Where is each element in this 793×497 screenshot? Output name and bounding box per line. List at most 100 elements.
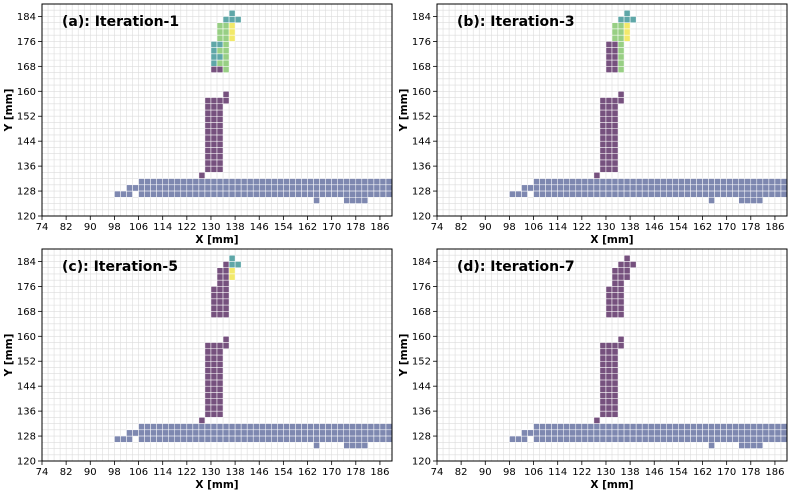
cell bbox=[216, 134, 224, 142]
cell bbox=[222, 97, 230, 105]
cell bbox=[228, 261, 236, 268]
cell bbox=[367, 435, 375, 443]
cell bbox=[204, 348, 212, 356]
cell bbox=[605, 134, 613, 142]
y-tick-label: 184 bbox=[412, 12, 431, 23]
cell bbox=[533, 178, 540, 186]
cell bbox=[684, 435, 691, 443]
cell bbox=[198, 190, 206, 198]
cell bbox=[120, 190, 127, 198]
cell bbox=[210, 134, 218, 142]
cell bbox=[252, 184, 260, 192]
cell bbox=[325, 429, 332, 437]
cell bbox=[611, 267, 619, 275]
cell bbox=[277, 190, 284, 198]
cell bbox=[204, 367, 212, 374]
panel-title: (d): Iteration-7 bbox=[457, 259, 575, 275]
cell bbox=[641, 178, 649, 186]
cell bbox=[539, 429, 546, 437]
cell bbox=[204, 115, 212, 123]
cell bbox=[277, 423, 284, 431]
cell bbox=[216, 311, 224, 318]
cell bbox=[349, 435, 357, 443]
cell bbox=[210, 360, 218, 368]
cell bbox=[768, 178, 776, 186]
cell bbox=[210, 311, 218, 318]
cell bbox=[144, 429, 151, 437]
cell bbox=[599, 348, 607, 356]
cell bbox=[750, 197, 758, 204]
cell bbox=[301, 435, 308, 443]
cell bbox=[325, 184, 332, 192]
cell bbox=[666, 423, 673, 431]
cell bbox=[641, 190, 649, 198]
cell bbox=[210, 41, 218, 48]
x-tick-label: 82 bbox=[455, 222, 468, 233]
cell bbox=[605, 159, 613, 167]
cell bbox=[216, 342, 224, 350]
cell bbox=[611, 292, 619, 300]
cell bbox=[593, 435, 601, 443]
cell bbox=[599, 140, 607, 148]
cell bbox=[653, 184, 661, 192]
cell bbox=[240, 178, 248, 186]
x-tick-label: 162 bbox=[298, 222, 317, 233]
cell bbox=[186, 190, 194, 198]
cell bbox=[557, 435, 564, 443]
cell bbox=[216, 373, 224, 381]
y-tick-label: 128 bbox=[412, 187, 431, 198]
cell bbox=[605, 304, 613, 312]
cell bbox=[246, 423, 254, 431]
cell bbox=[210, 184, 218, 192]
cell bbox=[605, 429, 613, 437]
cell bbox=[762, 435, 770, 443]
cell bbox=[228, 273, 236, 281]
cell bbox=[313, 190, 320, 198]
cell bbox=[599, 190, 607, 198]
cell bbox=[222, 304, 230, 312]
cell bbox=[198, 429, 206, 437]
cell bbox=[617, 16, 625, 23]
cell bbox=[216, 140, 224, 148]
x-tick-label: 106 bbox=[129, 222, 148, 233]
cell bbox=[617, 41, 625, 48]
cell bbox=[234, 190, 242, 198]
cell bbox=[210, 47, 218, 55]
x-tick-label: 162 bbox=[298, 467, 317, 478]
cell bbox=[611, 41, 619, 48]
cells bbox=[509, 9, 788, 204]
cell bbox=[569, 435, 577, 443]
cell bbox=[228, 267, 236, 275]
cell bbox=[246, 429, 254, 437]
cell bbox=[545, 178, 552, 186]
cell bbox=[605, 59, 613, 67]
x-tick-label: 114 bbox=[548, 222, 567, 233]
cell bbox=[307, 429, 314, 437]
cell bbox=[228, 34, 236, 42]
cell bbox=[379, 184, 387, 192]
cell bbox=[599, 385, 607, 393]
cell bbox=[581, 423, 589, 431]
cell bbox=[611, 398, 619, 406]
x-tick-label: 106 bbox=[524, 467, 543, 478]
panel-title: (c): Iteration-5 bbox=[62, 259, 178, 275]
cell bbox=[762, 429, 770, 437]
cell bbox=[774, 190, 782, 198]
y-tick-label: 128 bbox=[17, 432, 36, 443]
cell bbox=[605, 140, 613, 148]
cell bbox=[762, 178, 770, 186]
cell bbox=[216, 115, 224, 123]
cell bbox=[198, 172, 206, 179]
cell bbox=[337, 435, 344, 443]
cell bbox=[180, 423, 188, 431]
cell bbox=[599, 423, 607, 431]
cell bbox=[611, 367, 619, 374]
cell bbox=[210, 398, 218, 406]
cell bbox=[228, 9, 236, 17]
cell bbox=[744, 178, 752, 186]
cell bbox=[726, 190, 733, 198]
cell bbox=[780, 429, 788, 437]
cell bbox=[660, 178, 667, 186]
cell bbox=[210, 140, 218, 148]
cell bbox=[373, 435, 381, 443]
